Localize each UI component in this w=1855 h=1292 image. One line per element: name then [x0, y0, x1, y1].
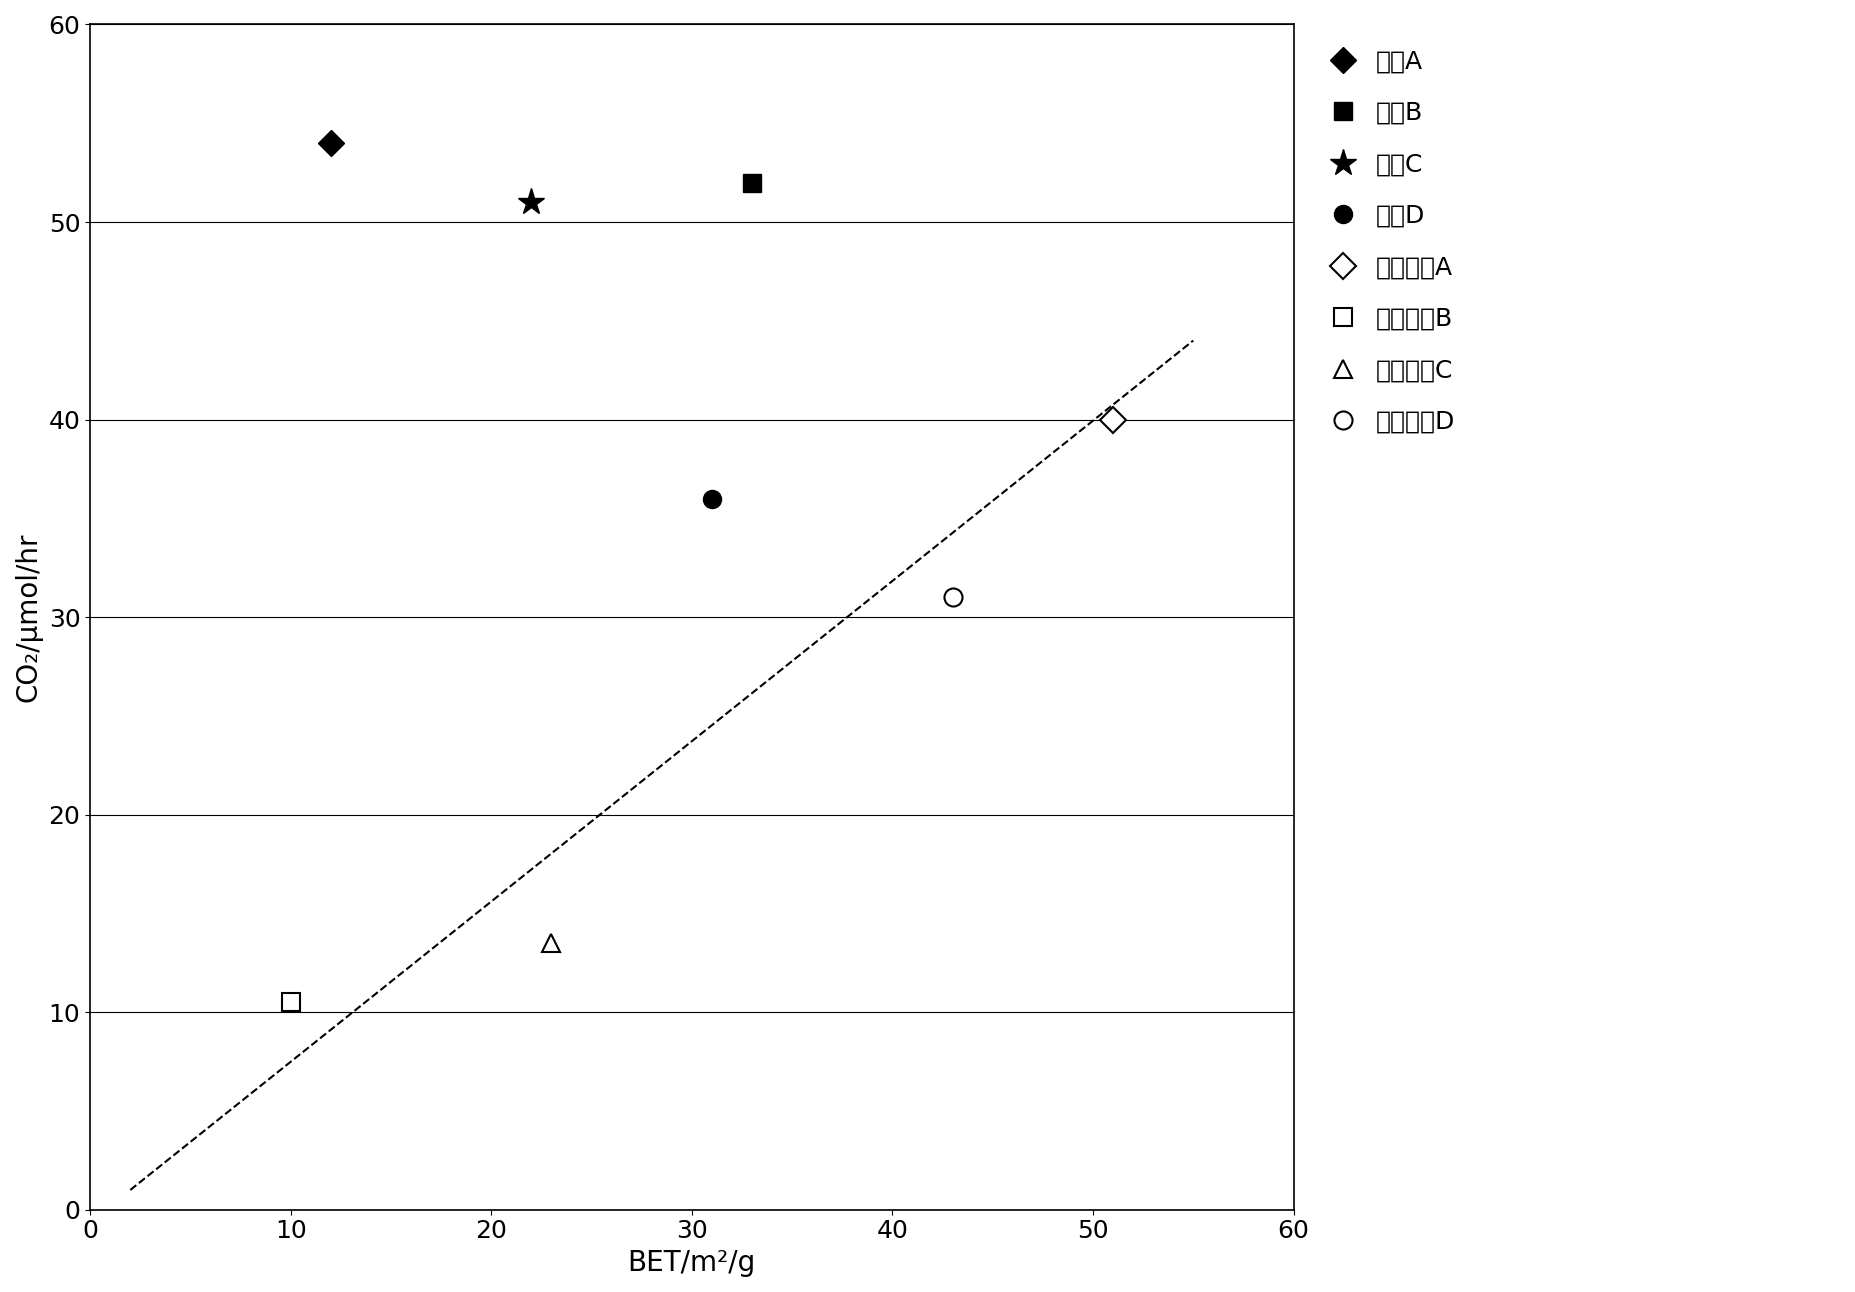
Legend: 样品A, 样品B, 样品C, 样品D, 市售粉未A, 市售粉未B, 市售粉未C, 市售粉未D: 样品A, 样品B, 样品C, 样品D, 市售粉未A, 市售粉未B, 市售粉未C,…: [1317, 37, 1467, 447]
Y-axis label: CO₂/μmol/hr: CO₂/μmol/hr: [15, 532, 43, 702]
X-axis label: BET/m²/g: BET/m²/g: [627, 1249, 755, 1276]
